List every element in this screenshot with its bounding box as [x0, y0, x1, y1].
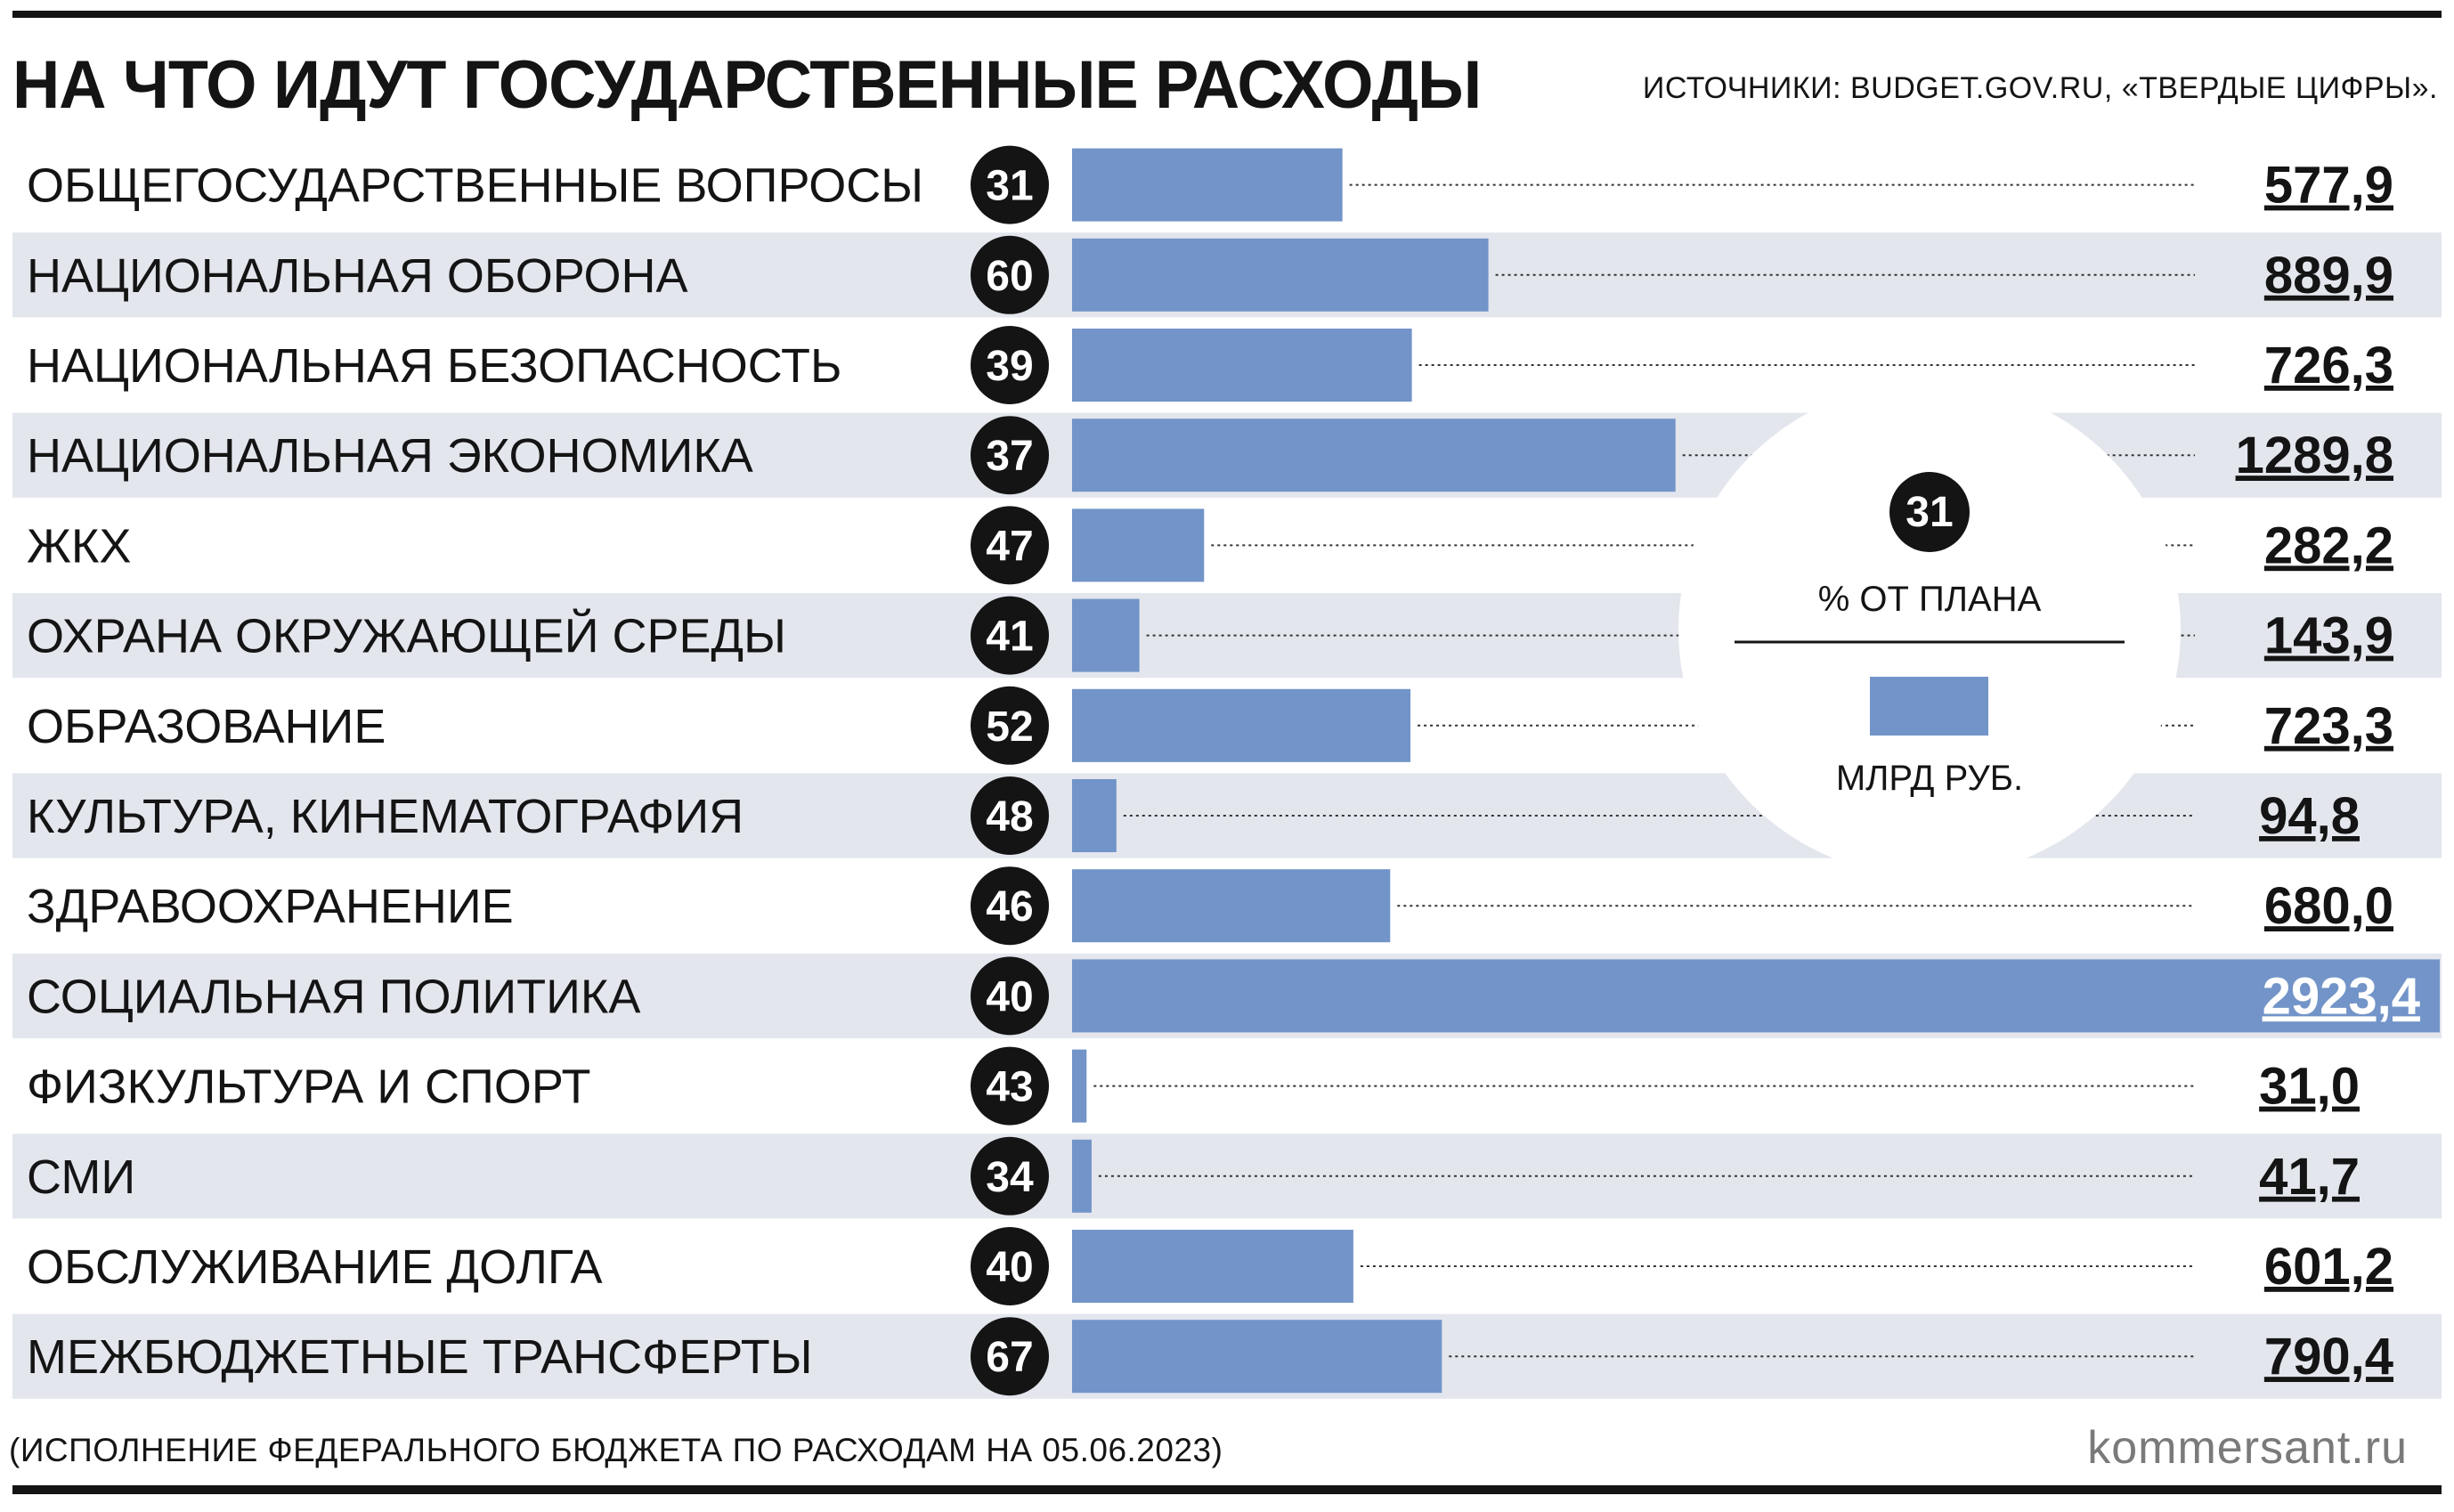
value-label: 680,0	[2264, 877, 2393, 935]
value-bar	[1072, 869, 1391, 943]
percent-label: 41	[986, 614, 1033, 661]
chart-legend: 31 % ОТ ПЛАНА МЛРД РУБ.	[1678, 382, 2181, 877]
value-bar	[1072, 598, 1140, 672]
percent-badge	[971, 1227, 1049, 1305]
chart-row: ОБЩЕГОСУДАРСТВЕННЫЕ ВОПРОСЫ 31 577,9	[27, 145, 2393, 224]
value-label: 2923,4	[2263, 967, 2420, 1025]
percent-label: 31	[986, 163, 1033, 210]
value-bar	[1072, 1230, 1353, 1303]
chart-row: ФИЗКУЛЬТУРА И СПОРТ 43 31,0	[27, 1046, 2360, 1126]
value-label: 601,2	[2264, 1238, 2393, 1296]
chart-row: ЗДРАВООХРАНЕНИЕ 46 680,0	[27, 866, 2393, 946]
value-bar	[1072, 148, 1343, 222]
percent-label: 47	[986, 523, 1033, 570]
percent-label: 43	[986, 1064, 1033, 1111]
percent-badge	[971, 596, 1049, 675]
sources-note: ИСТОЧНИКИ: BUDGET.GOV.RU, «ТВЕРДЫЕ ЦИФРЫ…	[1642, 71, 2438, 105]
percent-label: 48	[986, 793, 1033, 841]
chart-row: НАЦИОНАЛЬНАЯ ОБОРОНА 60 889,9	[12, 232, 2442, 318]
page-title: НА ЧТО ИДУТ ГОСУДАРСТВЕННЫЕ РАСХОДЫ	[12, 47, 1482, 123]
percent-label: 40	[986, 973, 1033, 1020]
percent-badge	[971, 235, 1049, 314]
percent-label: 34	[986, 1154, 1034, 1201]
category-label: КУЛЬТУРА, КИНЕМАТОГРАФИЯ	[27, 790, 744, 843]
category-label: НАЦИОНАЛЬНАЯ ОБОРОНА	[27, 249, 688, 303]
value-label: 889,9	[2264, 247, 2393, 305]
value-bar	[1072, 508, 1205, 582]
percent-badge	[971, 506, 1049, 585]
percent-badge	[971, 866, 1049, 946]
percent-badge	[971, 145, 1049, 224]
legend-backdrop	[1678, 382, 2181, 877]
legend-percent-badge	[1889, 472, 1970, 552]
chart-row: НАЦИОНАЛЬНАЯ БЕЗОПАСНОСТЬ 39 726,3	[27, 326, 2393, 404]
percent-badge	[971, 326, 1049, 404]
row-stripe	[12, 1134, 2442, 1219]
chart-row: СМИ 34 41,7	[12, 1134, 2442, 1219]
value-label: 723,3	[2264, 697, 2393, 755]
category-label: ФИЗКУЛЬТУРА И СПОРТ	[27, 1061, 590, 1114]
category-label: СМИ	[27, 1150, 135, 1204]
percent-label: 60	[986, 253, 1033, 300]
legend-percent-example: 31	[1906, 489, 1953, 536]
brand-watermark: kommersant.ru	[2087, 1422, 2408, 1474]
percent-label: 37	[986, 433, 1033, 480]
category-label: ОБРАЗОВАНИЕ	[27, 700, 386, 753]
category-label: ОХРАНА ОКРУЖАЮЩЕЙ СРЕДЫ	[27, 609, 786, 663]
value-bar	[1072, 238, 1489, 312]
category-label: ЗДРАВООХРАНЕНИЕ	[27, 880, 514, 933]
percent-badge	[971, 1136, 1049, 1215]
value-bar	[1072, 419, 1676, 492]
value-label: 1289,8	[2236, 427, 2393, 484]
chart-row: ЖКХ 47 282,2	[27, 506, 2393, 585]
percent-label: 40	[986, 1244, 1033, 1291]
footnote: (ИСПОЛНЕНИЕ ФЕДЕРАЛЬНОГО БЮДЖЕТА ПО РАСХ…	[9, 1432, 1223, 1468]
percent-label: 67	[986, 1334, 1033, 1381]
percent-label: 39	[986, 343, 1033, 390]
category-label: ЖКХ	[27, 519, 131, 573]
legend-percent-label: % ОТ ПЛАНА	[1818, 580, 2042, 619]
percent-badge	[971, 1317, 1049, 1396]
value-bar	[1072, 688, 1411, 762]
percent-label: 46	[986, 883, 1033, 931]
bottom-rule	[12, 1485, 2442, 1494]
category-label: МЕЖБЮДЖЕТНЫЕ ТРАНСФЕРТЫ	[27, 1330, 813, 1384]
value-bar	[1072, 1049, 1087, 1123]
value-bar	[1072, 1320, 1442, 1394]
value-label: 577,9	[2264, 157, 2393, 215]
category-label: НАЦИОНАЛЬНАЯ ЭКОНОМИКА	[27, 429, 753, 483]
top-rule	[12, 11, 2442, 18]
value-label: 41,7	[2259, 1148, 2360, 1206]
value-label: 143,9	[2264, 607, 2393, 665]
percent-label: 52	[986, 703, 1033, 751]
percent-badge	[971, 956, 1049, 1036]
value-bar	[1072, 1139, 1092, 1213]
percent-badge	[971, 416, 1049, 495]
value-label: 790,4	[2264, 1328, 2393, 1386]
chart-row: ОБСЛУЖИВАНИЕ ДОЛГА 40 601,2	[27, 1227, 2393, 1305]
value-label: 94,8	[2259, 787, 2360, 845]
category-label: ОБЩЕГОСУДАРСТВЕННЫЕ ВОПРОСЫ	[27, 159, 923, 213]
value-bar	[1072, 329, 1412, 402]
value-label: 31,0	[2259, 1058, 2360, 1116]
legend-bar-swatch	[1870, 677, 1988, 736]
value-label: 726,3	[2264, 337, 2393, 394]
value-label: 282,2	[2264, 516, 2393, 574]
category-label: СОЦИАЛЬНАЯ ПОЛИТИКА	[27, 970, 640, 1023]
chart-row: МЕЖБЮДЖЕТНЫЕ ТРАНСФЕРТЫ 67 790,4	[12, 1313, 2442, 1399]
chart-row: СОЦИАЛЬНАЯ ПОЛИТИКА 40 2923,4	[12, 953, 2442, 1038]
legend-unit-label: МЛРД РУБ.	[1836, 759, 2023, 798]
value-bar	[1072, 779, 1117, 852]
category-label: НАЦИОНАЛЬНАЯ БЕЗОПАСНОСТЬ	[27, 339, 841, 393]
category-label: ОБСЛУЖИВАНИЕ ДОЛГА	[27, 1240, 603, 1294]
percent-badge	[971, 686, 1049, 765]
percent-badge	[971, 776, 1049, 855]
value-bar	[1072, 959, 2440, 1033]
percent-badge	[971, 1046, 1049, 1126]
